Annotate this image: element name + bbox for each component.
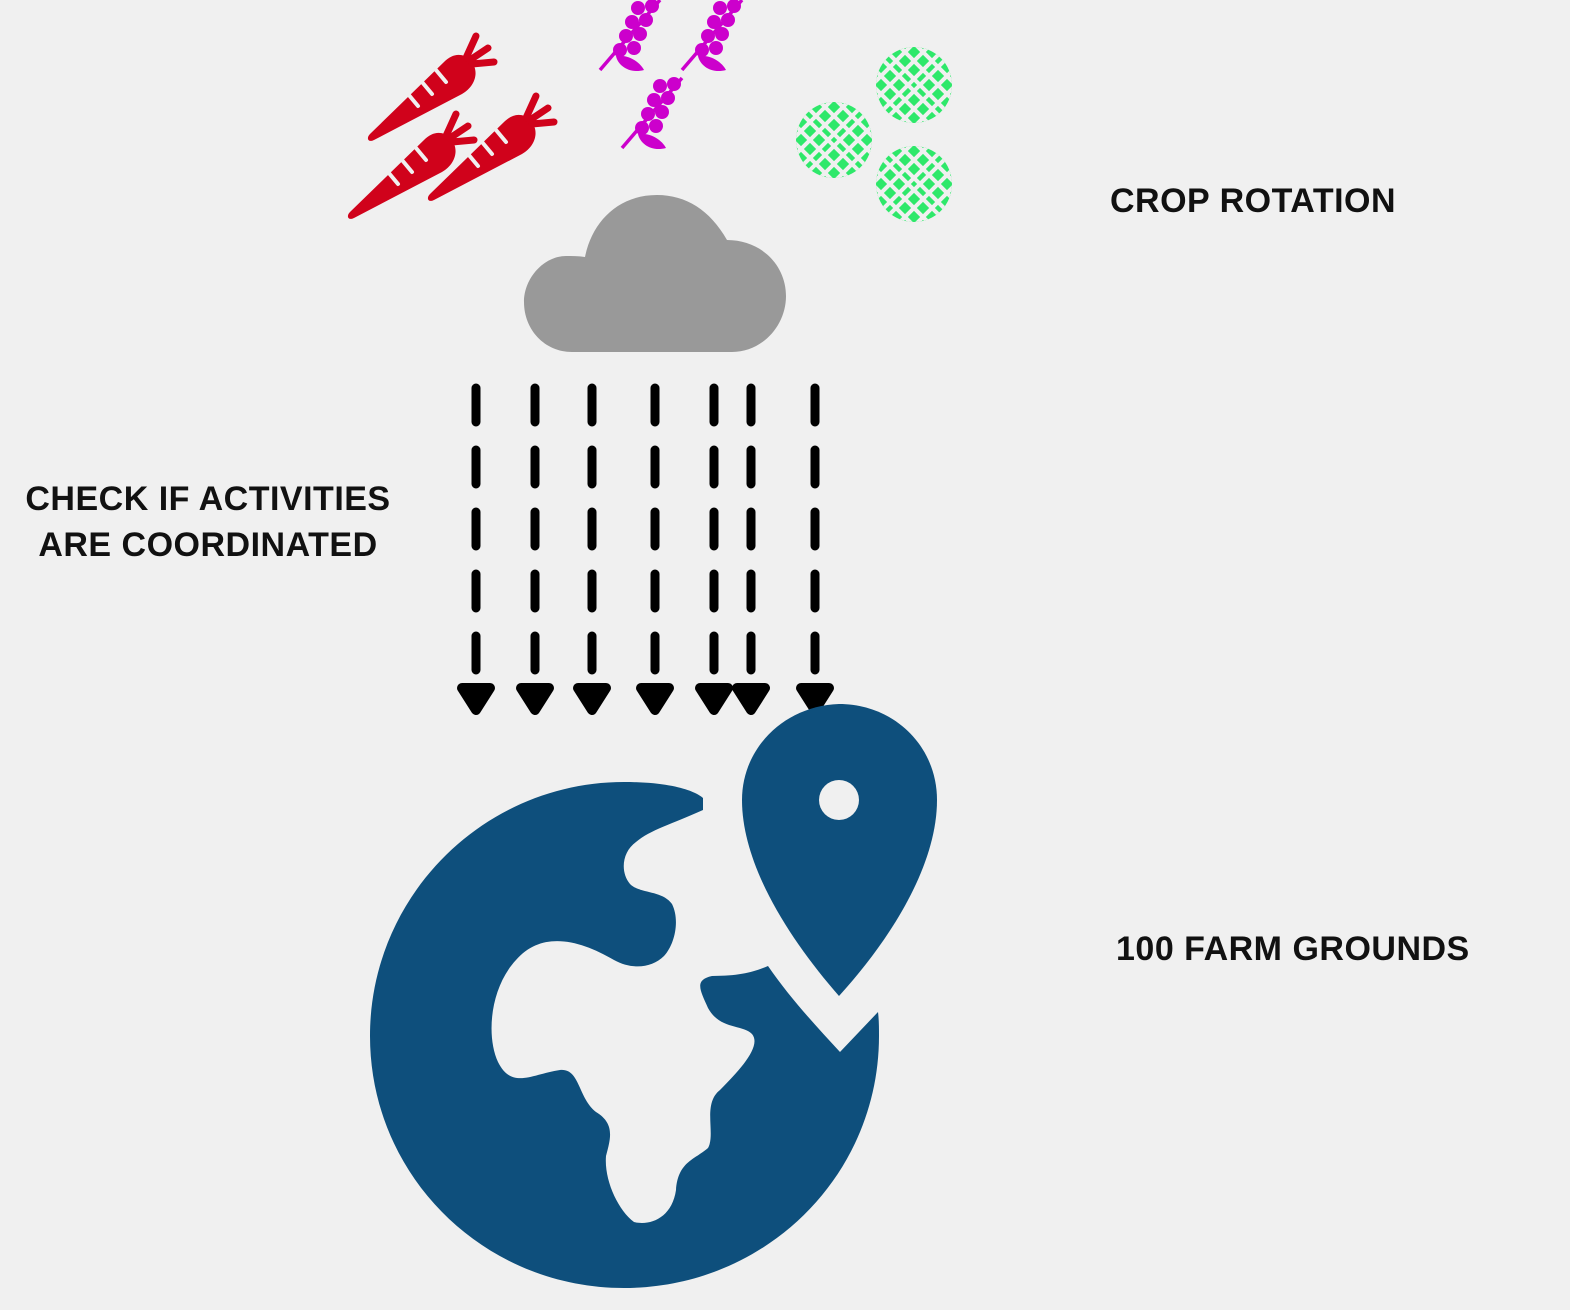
carrot-icon: [348, 114, 474, 219]
wheat-icon: [620, 75, 684, 151]
carrot-icon: [368, 36, 494, 141]
arrow-7: [796, 383, 834, 715]
arrow-2: [516, 383, 554, 715]
crop-rotation-label: CROP ROTATION: [1110, 182, 1397, 220]
globe-icon: [370, 782, 879, 1288]
location-pin-icon: [742, 704, 937, 996]
arrow-6: [732, 383, 770, 715]
location-pin-hole: [819, 780, 859, 820]
pea-icon: [774, 80, 894, 200]
check-activities-line-2: ARE COORDINATED: [38, 526, 378, 564]
arrow-4: [636, 383, 674, 715]
rain-arrows: [457, 383, 834, 715]
cloud-icon: [524, 195, 786, 352]
arrow-3: [573, 383, 611, 715]
check-activities-label: CHECK IF ACTIVITIES ARE COORDINATED: [20, 476, 396, 568]
wheat-group: [598, 0, 744, 151]
arrow-1: [457, 383, 495, 715]
wheat-icon: [598, 0, 662, 73]
wheat-icon: [680, 0, 744, 73]
arrow-5: [695, 383, 733, 715]
pea-group: [774, 25, 974, 244]
check-activities-line-1: CHECK IF ACTIVITIES: [25, 480, 391, 518]
farm-grounds-label: 100 FARM GROUNDS: [1116, 930, 1470, 968]
pea-icon: [854, 124, 974, 244]
carrot-group: [348, 36, 554, 219]
pea-icon: [854, 25, 974, 145]
